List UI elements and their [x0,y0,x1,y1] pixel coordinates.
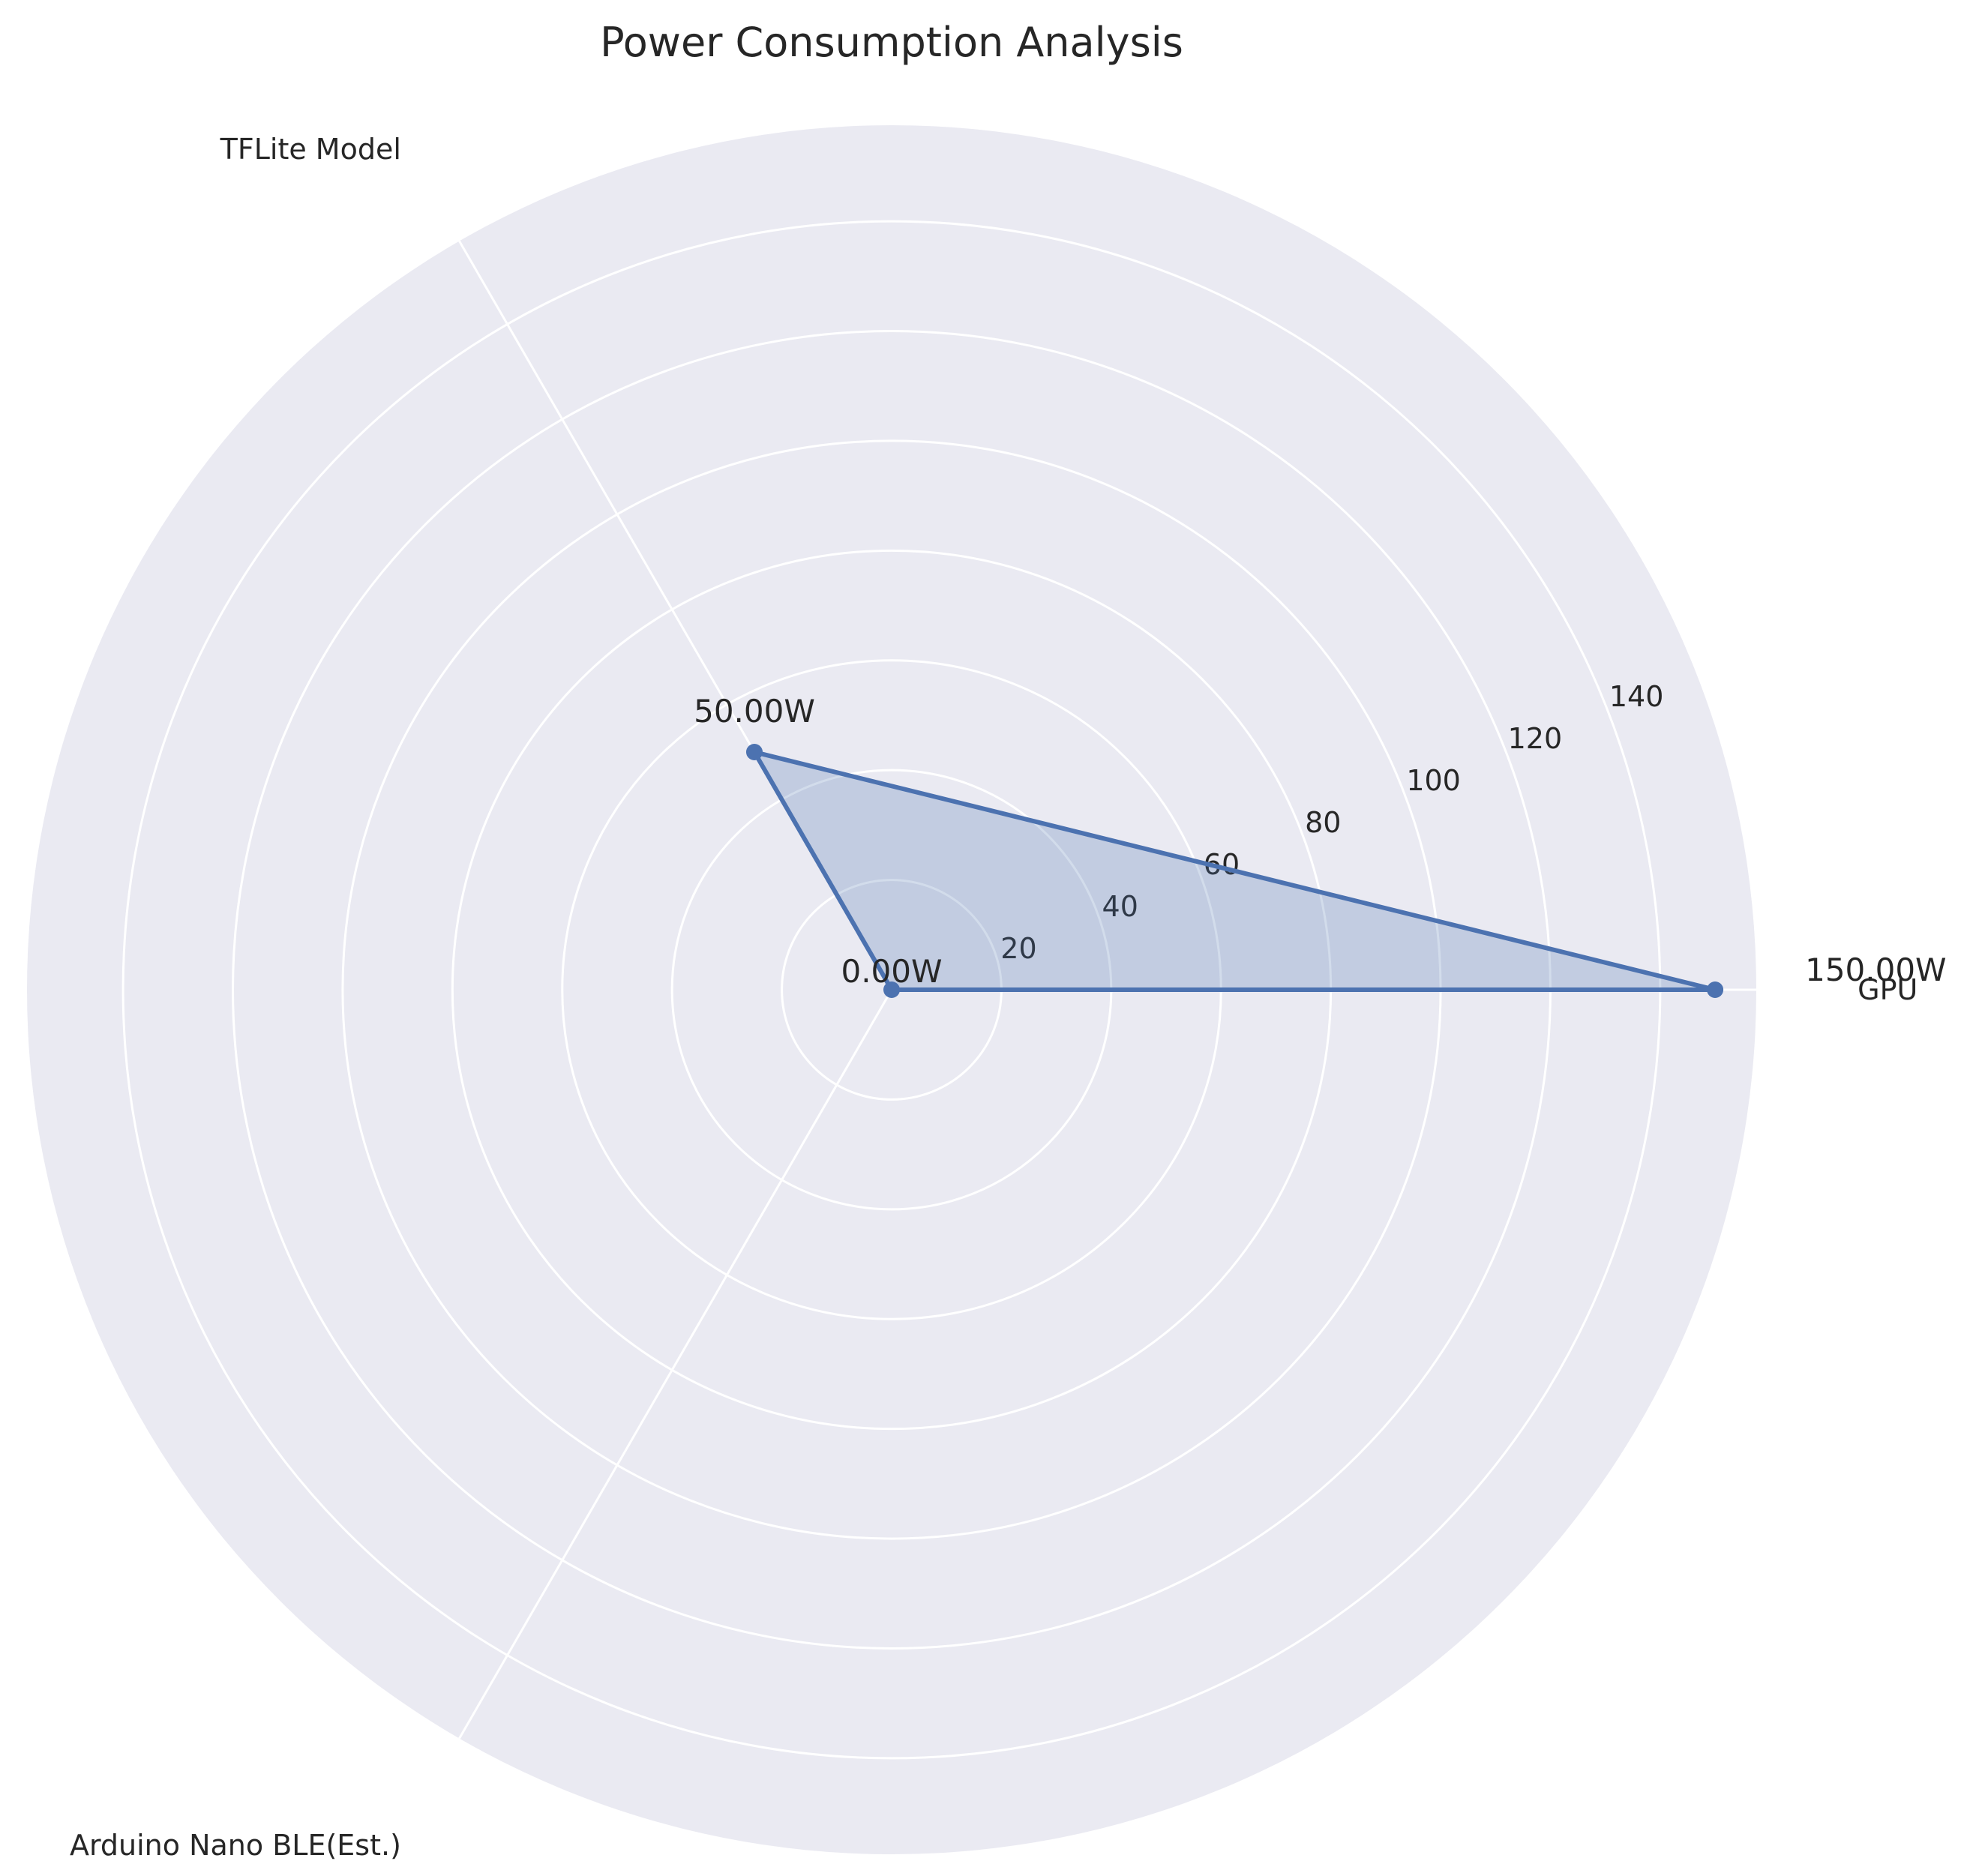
spoke-2 [458,989,893,1740]
value-label-0: 150.00W [1805,951,1947,988]
radial-tick-120: 120 [1508,722,1563,755]
data-points [745,744,1724,998]
category-label-1: TFLite Model [220,133,401,166]
chart-title: Power Consumption Analysis [600,19,1183,66]
radial-tick-100: 100 [1406,764,1461,797]
series-area [751,750,1718,992]
radial-tick-20: 20 [1000,932,1036,965]
data-point-1 [745,744,763,761]
value-label-1: 50.00W [694,693,815,730]
value-label-2: 0.00W [841,953,942,990]
radial-tick-40: 40 [1102,890,1138,923]
radial-tick-140: 140 [1609,680,1664,713]
value-labels: 150.00W 50.00W 0.00W [694,693,1946,990]
category-label-0: GPU [1858,973,1918,1006]
category-labels: GPU TFLite Model Arduino Nano BLE(Est.) [70,133,1918,1862]
data-point-0 [1707,981,1724,998]
data-point-2 [883,981,900,998]
radial-tick-80: 80 [1305,806,1341,839]
category-label-2: Arduino Nano BLE(Est.) [70,1829,401,1862]
